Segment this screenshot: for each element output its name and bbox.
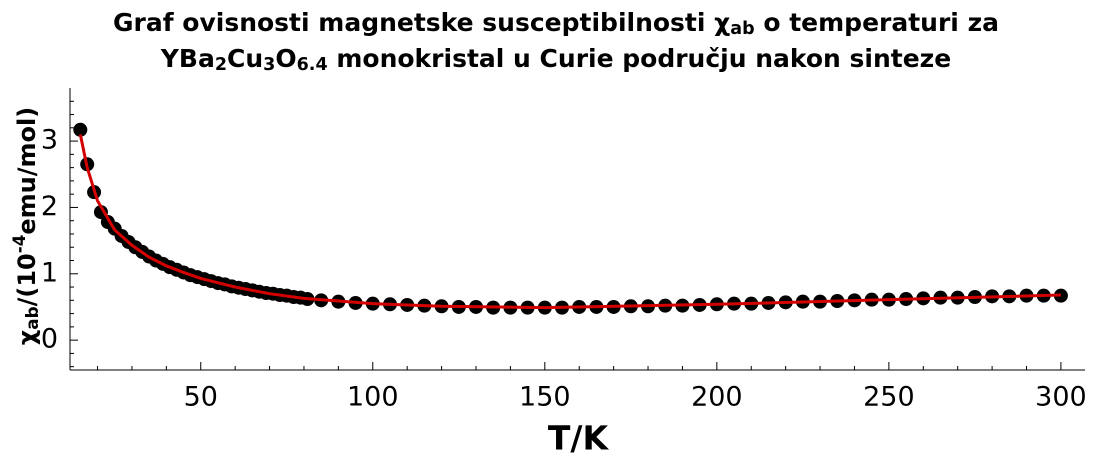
chart-title-line: Graf ovisnosti magnetske susceptibilnost… — [113, 8, 999, 39]
text-segment: Graf ovisnosti magnetske susceptibilnost… — [113, 8, 730, 37]
text-segment: χ — [13, 330, 41, 345]
text-segment: 2 — [215, 55, 227, 75]
text-segment: Cu — [227, 44, 263, 73]
y-axis-label: χab​/(10-4​emu/mol) — [9, 107, 42, 345]
y-tick-label: 1 — [41, 257, 58, 288]
chart-title-line: YBa2​Cu3​O6.4​ monokristal u Curie podru… — [160, 44, 951, 75]
y-tick-label: 2 — [41, 191, 58, 222]
y-tick-label: 0 — [41, 324, 58, 355]
x-tick-label: 200 — [691, 382, 743, 413]
text-segment: YBa — [160, 44, 215, 73]
x-tick-label: 250 — [863, 382, 915, 413]
y-tick-label: 3 — [41, 125, 58, 156]
x-tick-label: 150 — [519, 382, 571, 413]
text-segment: 6.4 — [297, 55, 328, 75]
data-point — [73, 122, 88, 137]
text-segment: ab — [22, 306, 42, 329]
text-segment: emu/mol) — [13, 107, 41, 235]
x-tick-label: 100 — [347, 382, 399, 413]
text-segment: O — [275, 44, 296, 73]
x-axis-label: T/K — [548, 419, 610, 458]
x-tick-label: 50 — [184, 382, 218, 413]
x-tick-label: 300 — [1035, 382, 1087, 413]
data-point — [93, 205, 108, 220]
text-segment: 3 — [263, 55, 275, 75]
text-segment: /(10 — [13, 253, 41, 306]
text-segment: monokristal u Curie području nakon sinte… — [328, 44, 952, 73]
text-segment: o temperaturi za — [755, 8, 999, 37]
text-segment: -4 — [9, 235, 29, 254]
fit-line — [78, 134, 1061, 310]
text-segment: ab — [730, 19, 754, 39]
